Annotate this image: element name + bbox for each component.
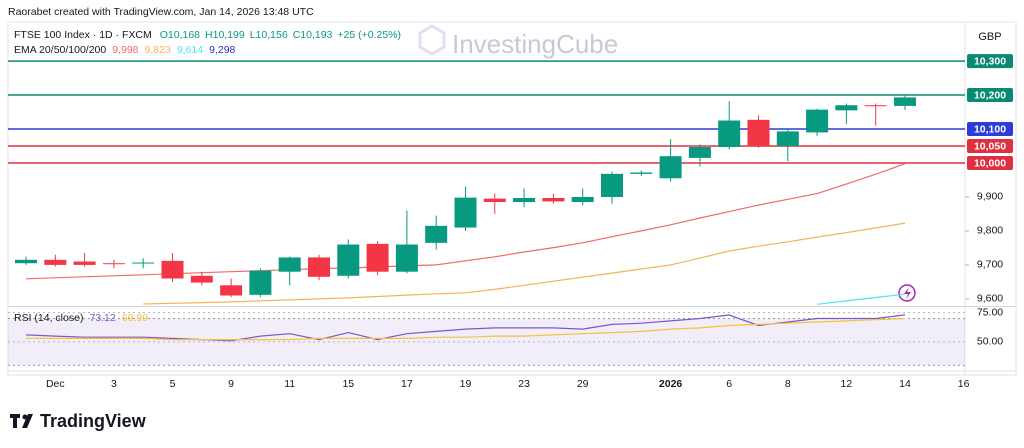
x-tick-label: 3 [111,378,117,390]
rsi-tick-label: 50.00 [977,336,1003,348]
ema-line [817,293,906,305]
candle-body [630,172,653,174]
candle-body [835,105,858,111]
x-tick-label: Dec [46,378,65,390]
candle-body [601,173,623,197]
header: Raorabet created with TradingView.com, J… [8,6,314,18]
footer-brand: TradingView [40,411,147,431]
x-tick-label: 8 [785,378,791,390]
candle-body [337,244,360,276]
legend-text: RSI (14, close) [14,312,83,324]
legend-text: EMA 20/50/100/200 [14,44,106,56]
x-tick-label: 19 [460,378,472,390]
legend-text: 73.12 [89,312,115,324]
watermark-logo [418,24,446,56]
legend-text: +25 (+0.25%) [337,29,401,41]
rsi-tick-label: 75.00 [977,306,1003,318]
legend-text: 69.99 [122,312,148,324]
watermark: InvestingCube [452,29,618,59]
candle-body [894,97,916,106]
candle-body [132,262,155,264]
candle-body [483,198,506,203]
candle-body [776,131,799,147]
footer-logo [10,414,33,428]
candle-body [366,243,389,272]
candle-body [395,244,418,272]
x-tick-label: 12 [841,378,853,390]
x-tick-label: 9 [228,378,234,390]
legend-text: 9,614 [177,44,203,56]
level-label: 10,100 [974,123,1006,135]
candle-body [718,120,741,148]
legend-text: C10,193 [293,29,333,41]
y-tick-label: 9,600 [977,293,1003,305]
rsi-line [26,317,906,341]
x-tick-label: 11 [284,378,295,390]
level-badge [967,54,1013,69]
x-tick-label: 14 [899,378,911,390]
legend-text: 9,823 [145,44,171,56]
level-badge [967,88,1013,103]
legend-text: 9,298 [209,44,235,56]
x-tick-label: 23 [518,378,530,390]
ema-line [143,222,906,305]
candle-body [513,197,536,203]
candle-body [161,260,184,279]
y-tick-label: 9,900 [977,191,1003,203]
candle-body [659,156,682,179]
candle-body [308,257,330,277]
legend-text: 9,998 [112,44,138,56]
x-tick-label: 6 [726,378,732,390]
main-pane [8,60,965,305]
candle-body [571,196,594,203]
candle-body [454,197,477,228]
x-tick-label: 17 [401,378,413,390]
y-tick-label: 9,800 [977,225,1003,237]
candle-body [278,257,301,272]
candle-body [425,225,448,243]
candle-body [864,105,887,107]
level-badge [967,122,1013,137]
candle-body [15,259,37,264]
rsi-pane [8,312,965,366]
level-badge [967,139,1013,154]
x-tick-label: 2026 [659,378,683,390]
candle-body [190,275,213,283]
alert-icon [898,284,916,302]
rsi-line [25,314,906,342]
candle-body [44,259,67,265]
x-tick-label: 15 [342,378,354,390]
candle-body [73,261,96,265]
legend-text: H10,199 [205,29,245,41]
level-label: 10,000 [974,157,1006,169]
level-badge [967,155,1013,170]
legend-text: O10,168 [160,29,200,41]
x-tick-label: 5 [170,378,176,390]
currency: GBP [978,31,1001,43]
level-label: 10,300 [974,55,1006,67]
x-tick-label: 29 [577,378,589,390]
candle-body [220,285,243,296]
level-label: 10,200 [974,89,1006,101]
x-tick-label: 16 [958,378,970,390]
frame [7,21,1017,376]
y-tick-label: 9,700 [977,259,1003,271]
candle-body [688,147,711,158]
candle-body [806,109,829,133]
legend-text: L10,156 [250,29,288,41]
rsi-band [8,318,965,366]
candle-body [542,197,565,202]
candle-body [249,270,272,295]
candle-body [747,119,770,147]
legend-text: FTSE 100 Index · 1D · FXCM [14,29,152,41]
level-label: 10,050 [974,140,1006,152]
candle-body [102,263,125,265]
